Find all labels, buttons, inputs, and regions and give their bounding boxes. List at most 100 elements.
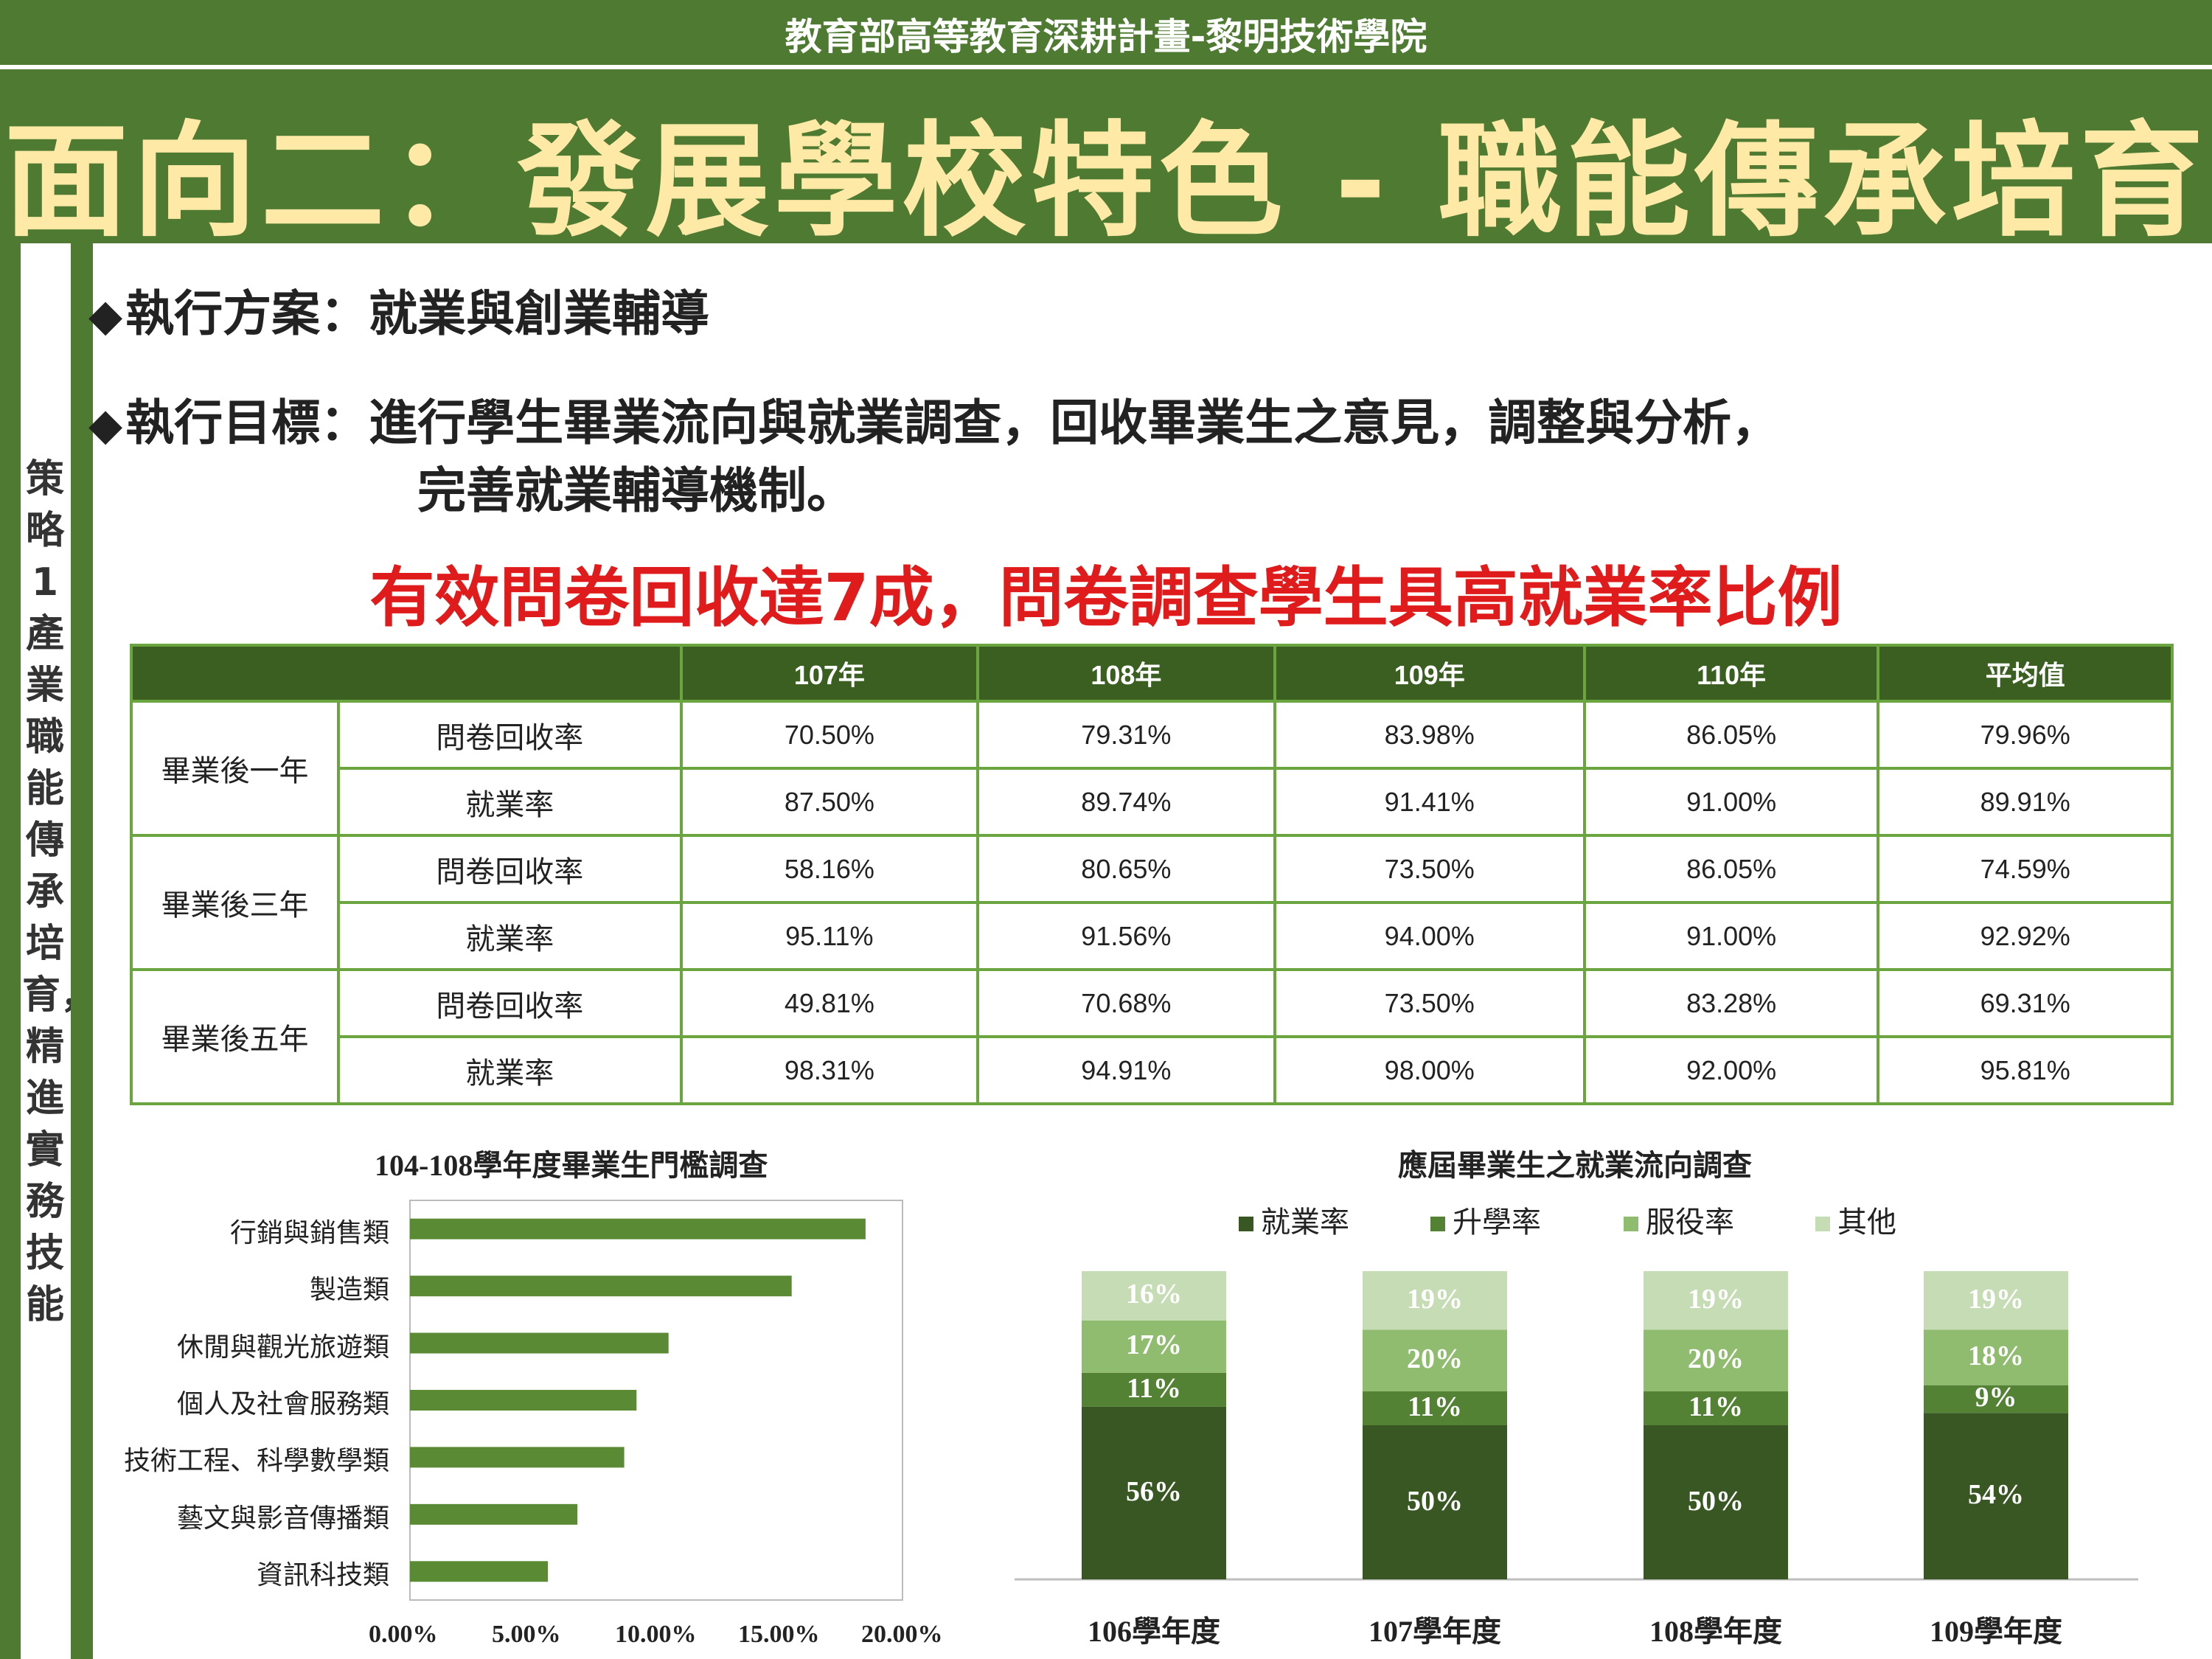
project-subtitle: 教育部高等教育深耕計畫-黎明技術學院 xyxy=(785,15,1427,58)
value-cell: 92.00% xyxy=(1582,1035,1880,1105)
stacked-category-label: 109學年度 xyxy=(1930,1615,2062,1648)
value-cell: 80.65% xyxy=(976,834,1276,904)
metric-label-cell: 問卷回收率 xyxy=(336,700,683,770)
stacked-value-label: 20% xyxy=(1407,1343,1463,1375)
hbar-category-label: 休閒與觀光旅遊類 xyxy=(176,1332,389,1363)
value-cell: 49.81% xyxy=(679,968,980,1038)
table-row: 畢業後五年 問卷回收率 49.81% 70.68% 73.50% 83.28% 69.31% xyxy=(130,968,2174,1105)
diamond-bullet-icon: ◆ xyxy=(88,290,123,341)
goal-text: 執行目標：進行學生畢業流向與就業調查，回收畢業生之意見，調整與分析， xyxy=(125,394,1781,451)
hbar-bar xyxy=(410,1390,637,1411)
legend-swatch-icon xyxy=(1430,1217,1445,1231)
legend-label: 其他 xyxy=(1837,1206,1896,1239)
table-header-cell xyxy=(130,644,683,703)
value-cell: 86.05% xyxy=(1582,700,1880,770)
stacked-segment xyxy=(1363,1271,1507,1330)
stacked-value-label: 50% xyxy=(1688,1485,1744,1517)
value-cell: 91.00% xyxy=(1582,901,1880,971)
hbar-category-label: 行銷與銷售類 xyxy=(229,1217,389,1248)
value-cell: 89.74% xyxy=(976,767,1276,837)
stacked-segment xyxy=(1924,1385,2068,1413)
hbar-bar xyxy=(410,1276,792,1297)
value-cell: 79.96% xyxy=(1877,700,2174,770)
chart-title-destination: 應屆畢業生之就業流向調查 xyxy=(1398,1149,1752,1182)
hbar-x-tick: 20.00% xyxy=(861,1621,943,1648)
value-cell: 86.05% xyxy=(1582,834,1880,904)
stacked-segment xyxy=(1082,1372,1226,1407)
value-cell: 98.00% xyxy=(1273,1035,1586,1105)
stacked-value-label: 19% xyxy=(1968,1283,2024,1315)
table-header-cell: 109年 xyxy=(1273,644,1586,703)
plan-text: 執行方案：就業與創業輔導 xyxy=(125,285,710,342)
group-label-cell: 畢業後三年 xyxy=(130,834,340,971)
value-cell: 98.31% xyxy=(679,1035,980,1105)
legend-label: 就業率 xyxy=(1261,1206,1349,1239)
stacked-segment xyxy=(1082,1271,1226,1321)
value-cell: 70.68% xyxy=(976,968,1276,1038)
diamond-bullet-icon: ◆ xyxy=(88,399,123,451)
stacked-segment xyxy=(1363,1329,1507,1392)
value-cell: 70.50% xyxy=(679,700,980,770)
metric-label-cell: 就業率 xyxy=(336,1035,683,1105)
stacked-segment xyxy=(1644,1391,1788,1425)
hbar-category-labels: 行銷與銷售類 製造類 休閒與觀光旅遊類 個人及社會服務類 技術工程、科學數學類 藝文與影音… xyxy=(74,1194,389,1607)
stacked-segment xyxy=(1644,1425,1788,1579)
left-accent-bar xyxy=(0,243,21,1659)
title-bar xyxy=(0,69,2212,243)
table-header-row: 107年 108年 109年 110年 平均值 xyxy=(130,644,2174,703)
stacked-category-label: 107學年度 xyxy=(1368,1615,1501,1648)
legend-label: 升學率 xyxy=(1453,1206,1541,1239)
stacked-segment xyxy=(1924,1329,2068,1385)
stacked-segment xyxy=(1363,1391,1507,1425)
hbar-category-label: 技術工程、科學數學類 xyxy=(123,1446,389,1477)
metric-label-cell: 就業率 xyxy=(336,901,683,971)
value-cell: 73.50% xyxy=(1273,834,1586,904)
value-cell: 83.98% xyxy=(1273,700,1586,770)
metric-label-cell: 就業率 xyxy=(336,767,683,837)
value-cell: 91.41% xyxy=(1273,767,1586,837)
value-cell: 92.92% xyxy=(1877,901,2174,971)
stacked-value-label: 54% xyxy=(1968,1479,2024,1511)
legend-label: 服役率 xyxy=(1646,1206,1734,1239)
hbar-category-label: 資訊科技類 xyxy=(256,1560,389,1591)
header-divider xyxy=(0,65,2212,69)
stacked-segment xyxy=(1924,1413,2068,1579)
stacked-segment xyxy=(1082,1406,1226,1579)
stacked-value-label: 11% xyxy=(1127,1372,1181,1404)
legend-swatch-icon xyxy=(1624,1217,1638,1231)
stacked-segment xyxy=(1924,1271,2068,1330)
stacked-value-label: 16% xyxy=(1126,1279,1182,1310)
value-cell: 87.50% xyxy=(679,767,980,837)
hbar-x-tick: 10.00% xyxy=(615,1621,697,1648)
legend-item: 就業率 xyxy=(1239,1198,1349,1241)
group-label-cell: 畢業後五年 xyxy=(130,968,340,1105)
value-cell: 89.91% xyxy=(1877,767,2174,837)
hbar-x-tick: 0.00% xyxy=(369,1621,438,1648)
stacked-value-label: 9% xyxy=(1975,1382,2017,1413)
inner-accent-bar xyxy=(71,243,93,1659)
table-row: 就業率 87.50% 89.74% 91.41% 91.00% 89.91% xyxy=(131,767,2174,837)
table-row: 畢業後一年 問卷回收率 70.50% 79.31% 83.98% 86.05% 79.96% xyxy=(130,700,2174,837)
value-cell: 91.00% xyxy=(1582,767,1880,837)
stacked-value-label: 19% xyxy=(1688,1283,1744,1315)
hbar-bar xyxy=(410,1332,669,1354)
stacked-segment xyxy=(1644,1271,1788,1330)
value-cell: 91.56% xyxy=(976,901,1276,971)
hbar-x-tick: 15.00% xyxy=(738,1621,820,1648)
chart-title-threshold: 104-108學年度畢業生門檻調查 xyxy=(375,1149,768,1182)
hbar-bar xyxy=(410,1447,625,1468)
metric-label-cell: 問卷回收率 xyxy=(336,834,683,904)
stacked-segment xyxy=(1363,1425,1507,1579)
legend-item: 升學率 xyxy=(1430,1198,1541,1241)
value-cell: 79.31% xyxy=(976,700,1276,770)
value-cell: 94.91% xyxy=(976,1035,1276,1105)
highlight-statement: 有效問卷回收達7成，問卷調查學生具高就業率比例 xyxy=(369,560,1843,636)
hbar-category-label: 個人及社會服務類 xyxy=(176,1389,389,1419)
page-title: 面向二：發展學校特色 - 職能傳承培育 xyxy=(4,109,2208,254)
stacked-value-label: 50% xyxy=(1407,1485,1463,1517)
table-row: 畢業後三年 問卷回收率 58.16% 80.65% 73.50% 86.05% 74.59% xyxy=(130,834,2174,971)
strategy-vertical-label: 策略1產業職能傳承培育，精進實務技能 xyxy=(22,457,100,1327)
group-label-cell: 畢業後一年 xyxy=(130,700,340,837)
table-row: 就業率 98.31% 94.91% 98.00% 92.00% 95.81% xyxy=(131,1035,2174,1105)
